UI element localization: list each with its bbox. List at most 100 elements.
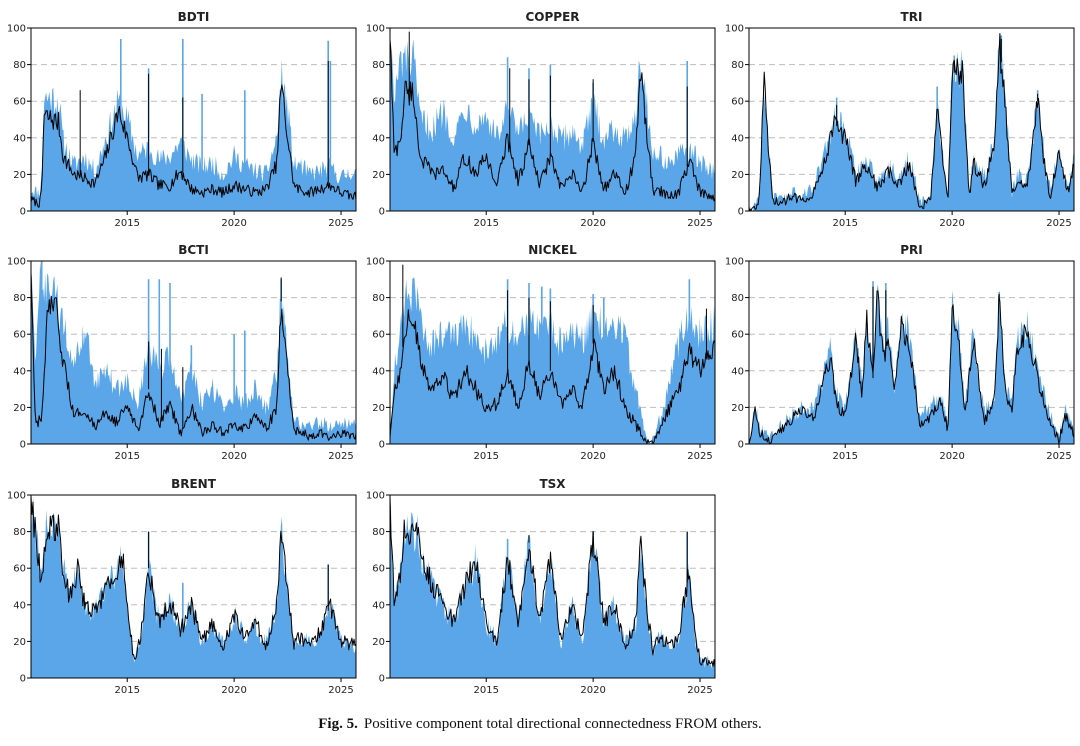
panel-bcti: BCTI 0 20 40 60 80 100 2015 2020 2025 <box>7 243 357 462</box>
caption-label: Fig. 5. <box>318 716 358 732</box>
y-tick-label: 40 <box>372 366 385 377</box>
x-tick-label: 2015 <box>114 451 139 462</box>
panel-title: TRI <box>901 10 923 24</box>
y-tick-label: 60 <box>13 564 26 575</box>
y-tick-label: 100 <box>7 24 26 35</box>
y-tick-label: 60 <box>372 330 385 341</box>
panel-title: BDTI <box>178 10 210 24</box>
y-tick-label: 80 <box>13 60 26 71</box>
plot-frame <box>30 260 357 445</box>
area-total <box>749 46 1074 211</box>
x-tick-label: 2020 <box>221 218 246 229</box>
x-tick-label: 2025 <box>1046 218 1071 229</box>
y-tick-label: 100 <box>366 24 385 35</box>
y-tick-label: 60 <box>13 330 26 341</box>
y-tick-label: 100 <box>366 491 385 502</box>
x-tick-label: 2015 <box>832 218 857 229</box>
x-tick-label: 2015 <box>114 218 139 229</box>
line-positive <box>30 84 357 208</box>
x-tick-label: 2025 <box>1046 451 1071 462</box>
panel-title: TSX <box>539 477 566 491</box>
x-tick-label: 2015 <box>114 685 139 696</box>
panel-title: BRENT <box>171 477 217 491</box>
x-tick-label: 2015 <box>473 451 498 462</box>
y-tick-label: 100 <box>7 491 26 502</box>
x-tick-label: 2020 <box>221 451 246 462</box>
x-tick-label: 2025 <box>687 451 712 462</box>
line-positive <box>748 33 1075 212</box>
y-tick-label: 40 <box>13 600 26 611</box>
x-tick-label: 2020 <box>939 451 964 462</box>
plot-frame <box>389 27 716 212</box>
plot-frame <box>30 27 357 212</box>
panel-brent: BRENT 0 20 40 60 80 100 2015 2020 2025 <box>7 477 357 696</box>
y-tick-label: 40 <box>731 133 744 144</box>
y-tick-label: 40 <box>372 600 385 611</box>
x-tick-label: 2020 <box>580 218 605 229</box>
y-tick-label: 40 <box>13 133 26 144</box>
panel-title: PRI <box>900 243 923 257</box>
y-tick-label: 60 <box>731 97 744 108</box>
y-tick-label: 0 <box>20 674 26 685</box>
plot-frame <box>389 494 716 679</box>
line-positive <box>30 495 357 660</box>
y-tick-label: 20 <box>13 170 26 181</box>
x-tick-label: 2025 <box>328 218 353 229</box>
y-tick-label: 100 <box>725 24 744 35</box>
x-tick-label: 2025 <box>328 685 353 696</box>
y-tick-label: 0 <box>738 207 744 218</box>
y-tick-label: 20 <box>372 637 385 648</box>
y-tick-label: 60 <box>372 97 385 108</box>
y-tick-label: 100 <box>725 257 744 268</box>
area-total <box>31 59 356 211</box>
y-tick-label: 40 <box>13 366 26 377</box>
area-total <box>31 261 356 444</box>
x-tick-label: 2020 <box>939 218 964 229</box>
x-tick-label: 2015 <box>832 451 857 462</box>
x-tick-label: 2020 <box>580 451 605 462</box>
y-tick-label: 20 <box>372 403 385 414</box>
panel-pri: PRI 0 20 40 60 80 100 2015 2020 2025 <box>725 243 1075 462</box>
line-positive <box>389 39 716 202</box>
area-total <box>390 38 715 212</box>
y-tick-label: 0 <box>379 440 385 451</box>
y-tick-label: 80 <box>731 293 744 304</box>
y-tick-label: 0 <box>379 674 385 685</box>
y-tick-label: 80 <box>13 527 26 538</box>
line-positive <box>389 495 716 668</box>
y-tick-label: 20 <box>13 637 26 648</box>
area-total <box>31 495 356 678</box>
x-tick-label: 2025 <box>687 685 712 696</box>
y-tick-label: 0 <box>379 207 385 218</box>
panel-tri: TRI 0 20 40 60 80 100 2015 2020 2025 <box>725 10 1075 229</box>
y-tick-label: 80 <box>13 293 26 304</box>
x-tick-label: 2025 <box>687 218 712 229</box>
x-tick-label: 2015 <box>473 218 498 229</box>
plot-frame <box>748 27 1075 212</box>
panel-bdti: BDTI 0 20 40 60 80 100 2015 2020 2025 <box>7 10 357 229</box>
y-tick-label: 20 <box>372 170 385 181</box>
y-tick-label: 0 <box>20 440 26 451</box>
y-tick-label: 80 <box>372 60 385 71</box>
panel-title: COPPER <box>525 10 579 24</box>
x-tick-label: 2015 <box>473 685 498 696</box>
line-positive <box>30 272 357 441</box>
y-tick-label: 0 <box>20 207 26 218</box>
x-tick-label: 2020 <box>580 685 605 696</box>
x-tick-label: 2025 <box>328 451 353 462</box>
y-tick-label: 60 <box>731 330 744 341</box>
caption-text: Positive component total directional con… <box>363 716 762 732</box>
y-tick-label: 40 <box>731 366 744 377</box>
panel-title: NICKEL <box>528 243 577 257</box>
y-tick-label: 40 <box>372 133 385 144</box>
panel-copper: COPPER 0 20 40 60 80 100 2015 2020 2025 <box>366 10 716 229</box>
plot-frame <box>30 494 357 679</box>
panel-title: BCTI <box>178 243 209 257</box>
y-tick-label: 0 <box>738 440 744 451</box>
y-tick-label: 100 <box>7 257 26 268</box>
figure-caption: Fig. 5. Positive component total directio… <box>0 716 1080 733</box>
plot-frame <box>389 260 716 445</box>
line-positive <box>748 290 1075 444</box>
line-positive <box>389 309 716 445</box>
